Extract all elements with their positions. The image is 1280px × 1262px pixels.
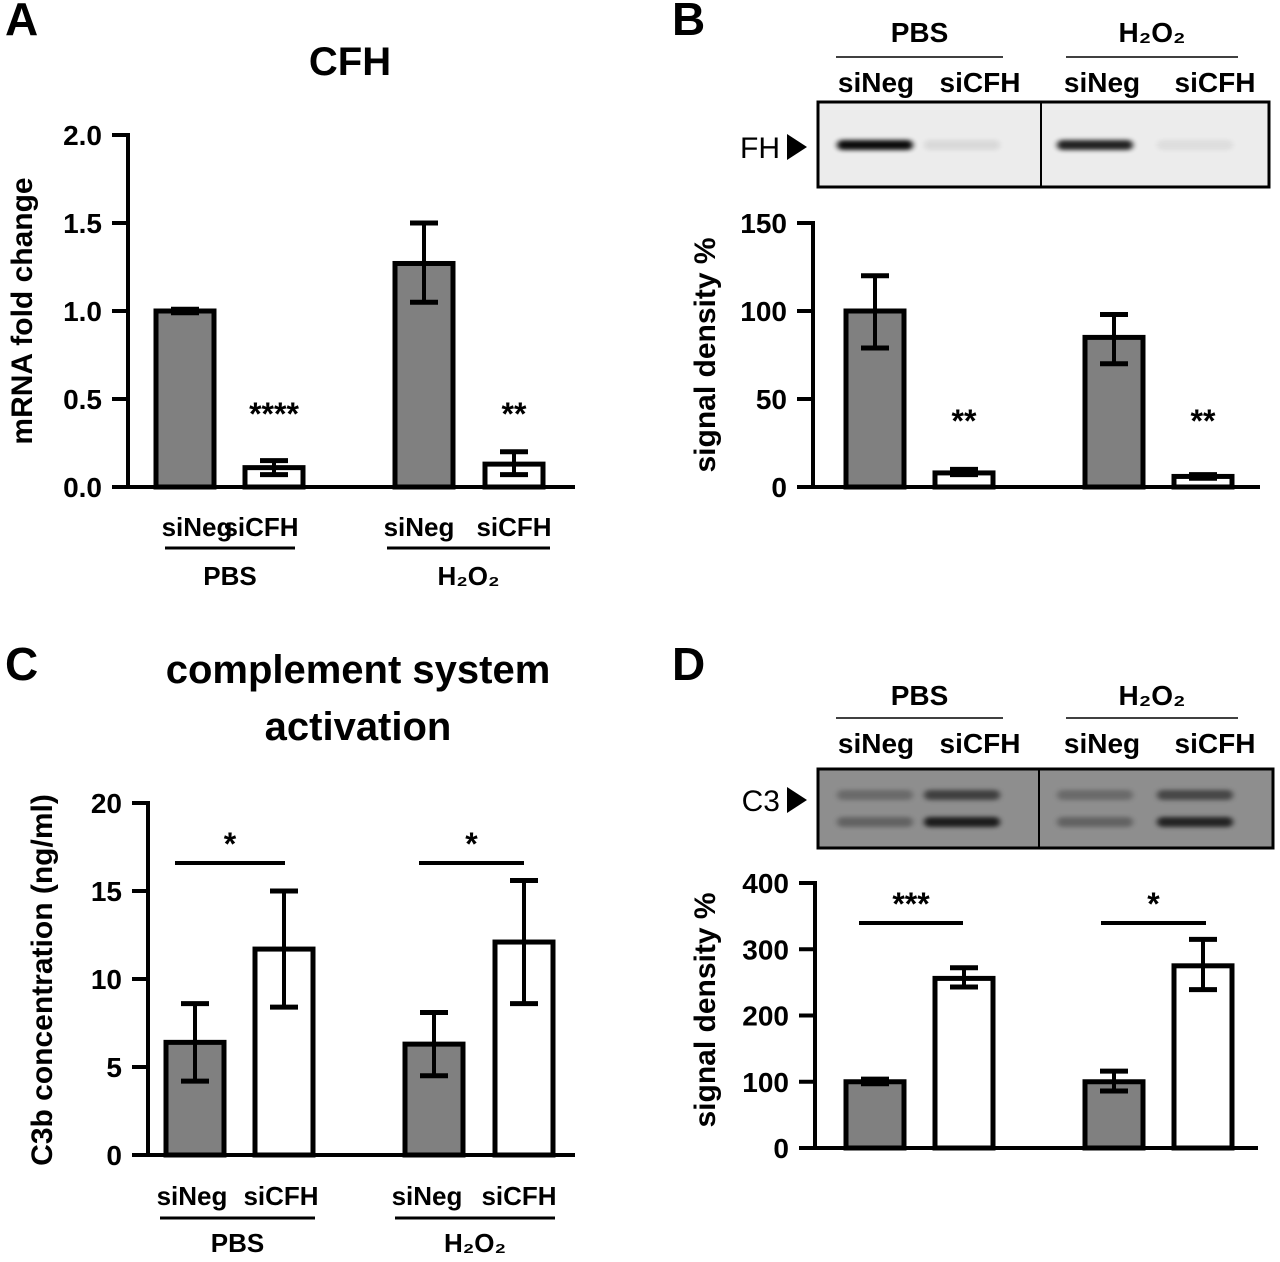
panel-c-significance-label: * bbox=[224, 826, 237, 862]
panel-a-category-label: siCFH bbox=[476, 512, 551, 542]
panel-a-y-axis-label: mRNA fold change bbox=[6, 177, 39, 444]
panel-a-y-tick-label: 1.0 bbox=[63, 296, 102, 327]
panel-a-y-tick-label: 2.0 bbox=[63, 120, 102, 151]
arrowhead-icon bbox=[787, 134, 807, 160]
panel-d-group-label: PBS bbox=[891, 680, 949, 711]
panel-b-blot-label: FH bbox=[740, 132, 780, 165]
panel-c-category-label: siNeg bbox=[392, 1181, 463, 1211]
panel-b-category-label: siNeg bbox=[1064, 67, 1140, 98]
panel-b-blot-band bbox=[924, 140, 1000, 150]
panel-a-bar-sineg bbox=[153, 308, 217, 490]
panel-a-significance-label: ** bbox=[502, 396, 527, 432]
panel-a-letter: A bbox=[5, 0, 38, 45]
panel-d-blot-band bbox=[837, 817, 913, 827]
panel-d-significance-label: *** bbox=[892, 886, 930, 922]
panel-b-blot-band bbox=[1057, 140, 1133, 150]
panel-a-category-label: siCFH bbox=[223, 512, 298, 542]
panel-d-bar-sineg bbox=[843, 1079, 907, 1151]
panel-c-y-tick-label: 0 bbox=[106, 1140, 122, 1171]
panel-c-y-tick-label: 15 bbox=[91, 876, 122, 907]
panel-b-y-axis-label: signal density % bbox=[689, 237, 722, 472]
panel-b-category-label: siNeg bbox=[838, 67, 914, 98]
panel-b-category-label: siCFH bbox=[1175, 67, 1256, 98]
panel-d-blot-band bbox=[924, 817, 1000, 827]
panel-a-significance-label: **** bbox=[249, 396, 299, 432]
panel-d-blot-band bbox=[1157, 817, 1233, 827]
panel-b-y-tick-label: 0 bbox=[771, 472, 787, 503]
panel-d-bar-sicfh bbox=[1171, 963, 1235, 1151]
panel-a-category-label: siNeg bbox=[384, 512, 455, 542]
panel-d-blot-band bbox=[924, 790, 1000, 800]
panel-c-category-label: siCFH bbox=[481, 1181, 556, 1211]
panel-b-letter: B bbox=[672, 0, 705, 45]
panel-d-y-tick-label: 400 bbox=[742, 868, 789, 899]
panel-d-significance-label: * bbox=[1147, 886, 1160, 922]
panel-a-y-tick-label: 1.5 bbox=[63, 208, 102, 239]
panel-c-group-label: H₂O₂ bbox=[444, 1228, 506, 1258]
panel-d-category-label: siNeg bbox=[838, 728, 914, 759]
panel-c-title: activation bbox=[265, 705, 452, 749]
panel-d-blot-band bbox=[837, 790, 913, 800]
panel-b-group-label: H₂O₂ bbox=[1119, 17, 1186, 48]
panel-c-category-label: siCFH bbox=[243, 1181, 318, 1211]
panel-b-category-label: siCFH bbox=[940, 67, 1021, 98]
panel-b-significance-label: ** bbox=[1191, 403, 1216, 439]
panel-b-blot-band bbox=[837, 140, 913, 150]
panel-b-y-tick-label: 150 bbox=[740, 208, 787, 239]
panel-d-blot-band bbox=[1157, 790, 1233, 800]
panel-d-y-axis-label: signal density % bbox=[689, 892, 722, 1127]
panel-a-group-label: H₂O₂ bbox=[437, 561, 499, 591]
panel-b-blot-band bbox=[1157, 140, 1233, 150]
panel-d-category-label: siNeg bbox=[1064, 728, 1140, 759]
panel-b-group-label: PBS bbox=[891, 17, 949, 48]
panel-a-category-label: siNeg bbox=[162, 512, 233, 542]
panel-d-y-tick-label: 100 bbox=[742, 1067, 789, 1098]
panel-c-group-label: PBS bbox=[211, 1228, 264, 1258]
panel-c-y-tick-label: 20 bbox=[91, 788, 122, 819]
panel-a-y-tick-label: 0.0 bbox=[63, 472, 102, 503]
panel-d-category-label: siCFH bbox=[940, 728, 1021, 759]
panel-c-letter: C bbox=[5, 638, 38, 690]
panel-d-letter: D bbox=[672, 638, 705, 690]
panel-d-bar-sicfh bbox=[932, 975, 996, 1151]
panel-a-group-label: PBS bbox=[203, 561, 256, 591]
panel-b-significance-label: ** bbox=[952, 403, 977, 439]
panel-d-category-label: siCFH bbox=[1175, 728, 1256, 759]
panel-c-title: complement system bbox=[166, 648, 551, 692]
panel-d-y-tick-label: 200 bbox=[742, 1001, 789, 1032]
panel-b-y-tick-label: 50 bbox=[756, 384, 787, 415]
panel-d-blot-band bbox=[1057, 817, 1133, 827]
panel-a-bar-sineg bbox=[392, 260, 456, 490]
panel-a-title: CFH bbox=[309, 40, 391, 84]
panel-c-y-tick-label: 10 bbox=[91, 964, 122, 995]
panel-d-y-tick-label: 0 bbox=[773, 1133, 789, 1164]
panel-d-blot-image bbox=[816, 767, 1275, 850]
panel-c-y-axis-label: C3b concentration (ng/ml) bbox=[26, 794, 59, 1166]
panel-c-category-label: siNeg bbox=[157, 1181, 228, 1211]
arrowhead-icon bbox=[787, 787, 807, 813]
panel-d-group-label: H₂O₂ bbox=[1119, 680, 1186, 711]
panel-d-blot-band bbox=[1057, 790, 1133, 800]
panel-b-y-tick-label: 100 bbox=[740, 296, 787, 327]
panel-a-y-tick-label: 0.5 bbox=[63, 384, 102, 415]
panel-d-blot-label: C3 bbox=[742, 785, 780, 818]
panel-c-y-tick-label: 5 bbox=[106, 1052, 122, 1083]
panel-d-y-tick-label: 300 bbox=[742, 934, 789, 965]
panel-c-significance-label: * bbox=[465, 826, 478, 862]
